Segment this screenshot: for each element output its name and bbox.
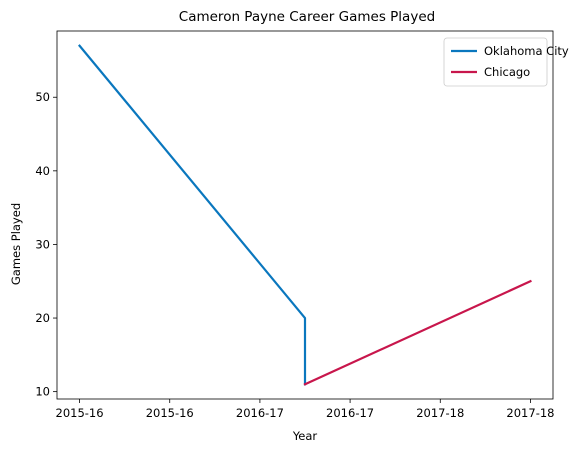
chart-title: Cameron Payne Career Games Played — [179, 9, 435, 25]
x-tick-label: 2016-17 — [326, 406, 374, 420]
x-tick-label: 2015-16 — [56, 406, 104, 420]
x-tick-label: 2017-18 — [416, 406, 464, 420]
y-tick-label: 10 — [35, 385, 50, 399]
y-tick-label: 50 — [35, 90, 50, 104]
legend-label: Chicago — [484, 65, 530, 79]
x-axis-label: Year — [292, 429, 318, 443]
series-line-oklahoma-city — [78, 44, 307, 386]
y-tick-label: 40 — [35, 164, 50, 178]
y-tick-label: 30 — [35, 237, 50, 251]
y-axis: 10 20 30 40 50 — [35, 90, 57, 399]
series-line-chicago — [303, 279, 532, 386]
x-tick-label: 2017-18 — [506, 406, 554, 420]
series-layer — [78, 44, 532, 386]
x-axis: 2015-16 2015-16 2016-17 2016-17 2017-18 2017-… — [56, 399, 554, 420]
plot-frame — [56, 30, 554, 400]
y-tick-label: 20 — [35, 311, 50, 325]
legend: Oklahoma City Chicago — [443, 37, 569, 87]
x-tick-label: 2015-16 — [146, 406, 194, 420]
legend-label: Oklahoma City — [484, 44, 569, 58]
plot-area — [56, 30, 554, 400]
x-tick-label: 2016-17 — [236, 406, 284, 420]
y-axis-label: Games Played — [9, 203, 23, 285]
